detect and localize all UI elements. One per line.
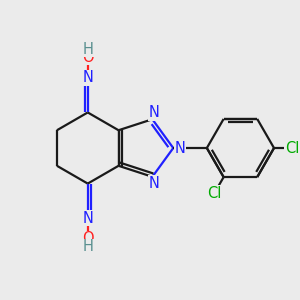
Text: Cl: Cl xyxy=(286,140,300,155)
Text: H: H xyxy=(82,239,93,254)
Text: O: O xyxy=(82,231,94,246)
Text: N: N xyxy=(149,105,160,120)
Text: O: O xyxy=(82,50,94,64)
Text: N: N xyxy=(82,211,93,226)
Text: Cl: Cl xyxy=(207,186,221,201)
Text: N: N xyxy=(82,70,93,86)
Text: N: N xyxy=(175,140,186,155)
Text: H: H xyxy=(82,42,93,57)
Text: N: N xyxy=(149,176,160,191)
